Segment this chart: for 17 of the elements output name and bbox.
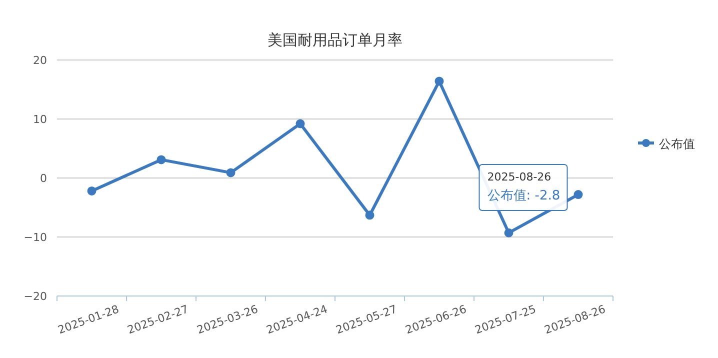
annotation: 公布值: -2.8 <box>487 188 560 204</box>
point <box>156 155 166 164</box>
point <box>504 228 514 238</box>
point <box>574 190 583 200</box>
point <box>296 119 305 128</box>
y-tick-label: −20 <box>24 290 47 303</box>
y-tick-label: 20 <box>33 54 47 67</box>
chart-title: 美国耐用品订单月率 <box>268 31 402 49</box>
point <box>365 210 374 220</box>
y-tick-label: 10 <box>33 113 47 126</box>
point <box>434 76 444 86</box>
y-tick-label: 0 <box>40 172 47 185</box>
point <box>87 186 96 196</box>
point <box>226 168 236 178</box>
annotation: 2025-08-26 <box>487 170 552 184</box>
legend-label: 公布值 <box>659 137 695 151</box>
y-tick-label: −10 <box>24 231 47 244</box>
